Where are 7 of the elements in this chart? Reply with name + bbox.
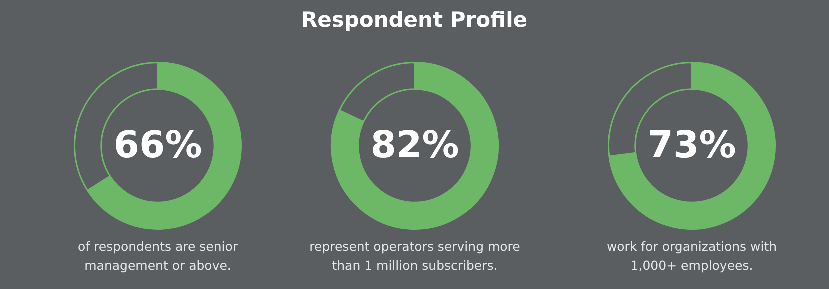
- data-label: 73%: [648, 124, 736, 167]
- data-label: 82%: [370, 124, 460, 167]
- text: of respondents are senior management or above.: [76, 238, 240, 275]
- text: Respondent Profile: [300, 8, 529, 32]
- text: represent operators serving more than 1 million subscribers.: [308, 238, 522, 275]
- text: work for organizations with 1,000+ employees.: [606, 238, 778, 275]
- data-label: 66%: [114, 124, 202, 167]
